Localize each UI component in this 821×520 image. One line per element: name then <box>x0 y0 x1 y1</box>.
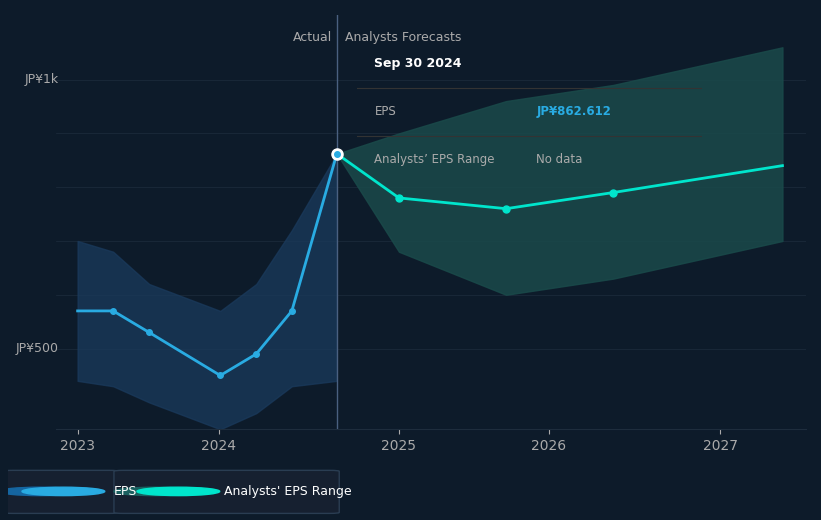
Text: No data: No data <box>536 153 583 166</box>
Text: Analysts' EPS Range: Analysts' EPS Range <box>224 485 352 498</box>
FancyBboxPatch shape <box>114 470 339 513</box>
Circle shape <box>0 487 82 496</box>
Circle shape <box>114 487 197 496</box>
FancyBboxPatch shape <box>3 470 118 513</box>
Text: Actual: Actual <box>293 31 333 44</box>
Text: EPS: EPS <box>374 105 396 118</box>
Text: EPS: EPS <box>114 485 137 498</box>
Text: JP¥1k: JP¥1k <box>24 73 58 86</box>
Text: Analysts’ EPS Range: Analysts’ EPS Range <box>374 153 495 166</box>
Text: Sep 30 2024: Sep 30 2024 <box>374 57 462 70</box>
Text: JP¥862.612: JP¥862.612 <box>536 105 612 118</box>
Circle shape <box>137 487 220 496</box>
Circle shape <box>22 487 105 496</box>
Text: Analysts Forecasts: Analysts Forecasts <box>346 31 461 44</box>
Text: JP¥500: JP¥500 <box>16 342 58 355</box>
